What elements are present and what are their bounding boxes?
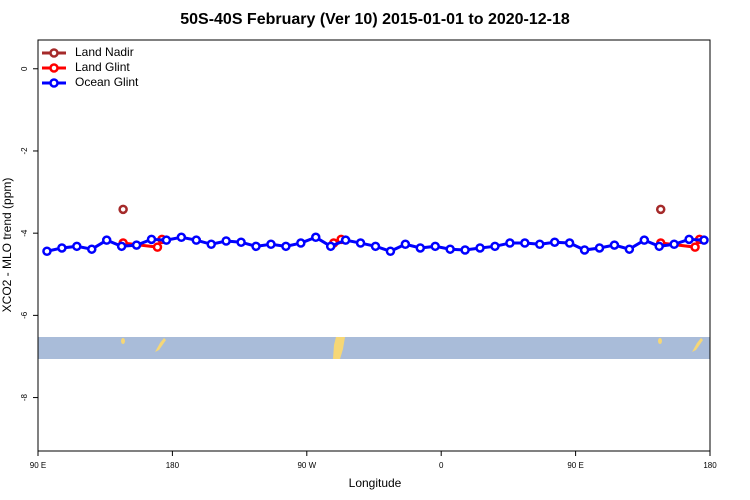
point: [690, 242, 700, 252]
legend-marker: [49, 48, 59, 58]
point: [535, 239, 545, 250]
y-tick-label: -8: [20, 393, 29, 401]
x-tick-label: 90 W: [297, 461, 316, 470]
y-tick-label: -4: [20, 229, 29, 237]
point: [191, 235, 202, 245]
point: [385, 246, 396, 257]
point: [669, 239, 679, 250]
point: [72, 241, 82, 252]
legend-label: Ocean Glint: [75, 75, 139, 89]
point: [161, 235, 172, 245]
point: [131, 240, 142, 250]
map-strip: [38, 337, 710, 359]
point: [430, 241, 440, 252]
y-tick-label: 0: [20, 66, 29, 71]
point: [325, 241, 336, 252]
x-tick-label: 90 E: [30, 461, 46, 470]
point: [579, 245, 590, 255]
point: [340, 235, 351, 245]
point: [266, 239, 276, 250]
point: [355, 238, 366, 248]
point: [251, 241, 261, 252]
point: [445, 244, 455, 254]
chart-title: 50S-40S February (Ver 10) 2015-01-01 to …: [180, 11, 570, 28]
point: [176, 232, 187, 243]
point: [624, 244, 635, 254]
point: [415, 243, 426, 253]
plot-frame: [37, 39, 711, 452]
point: [655, 204, 666, 215]
x-tick-label: 180: [703, 461, 717, 470]
point: [118, 204, 128, 215]
point: [699, 235, 709, 245]
x-tick-label: 90 E: [567, 461, 583, 470]
point: [370, 241, 381, 252]
point: [87, 244, 97, 254]
point: [520, 238, 530, 248]
point: [505, 238, 515, 248]
point: [42, 246, 52, 257]
x-tick-label: 0: [439, 461, 444, 470]
legend-label: Land Glint: [75, 60, 130, 74]
point: [101, 235, 112, 245]
point: [57, 243, 67, 253]
point: [684, 234, 694, 245]
point: [146, 234, 157, 245]
x-tick-label: 180: [166, 461, 180, 470]
point: [460, 245, 470, 255]
point: [594, 243, 605, 253]
point: [221, 236, 231, 246]
point: [236, 237, 246, 247]
point: [475, 243, 485, 253]
point: [311, 232, 321, 243]
point: [152, 242, 163, 252]
legend-label: Land Nadir: [75, 45, 134, 59]
point: [400, 239, 411, 250]
point: [639, 235, 650, 245]
y-tick-label: -6: [20, 311, 29, 319]
point: [206, 239, 216, 250]
point: [564, 238, 575, 248]
point: [116, 241, 127, 252]
y-axis-label: XCO2 - MLO trend (ppm): [0, 178, 14, 313]
point: [654, 241, 664, 252]
point: [296, 238, 306, 248]
point: [549, 237, 560, 247]
point: [609, 240, 620, 250]
legend-marker: [49, 63, 59, 73]
x-axis-label: Longitude: [349, 476, 402, 490]
point: [281, 241, 291, 252]
legend-marker: [49, 78, 59, 88]
y-tick-label: -2: [20, 147, 29, 155]
point: [490, 241, 500, 252]
